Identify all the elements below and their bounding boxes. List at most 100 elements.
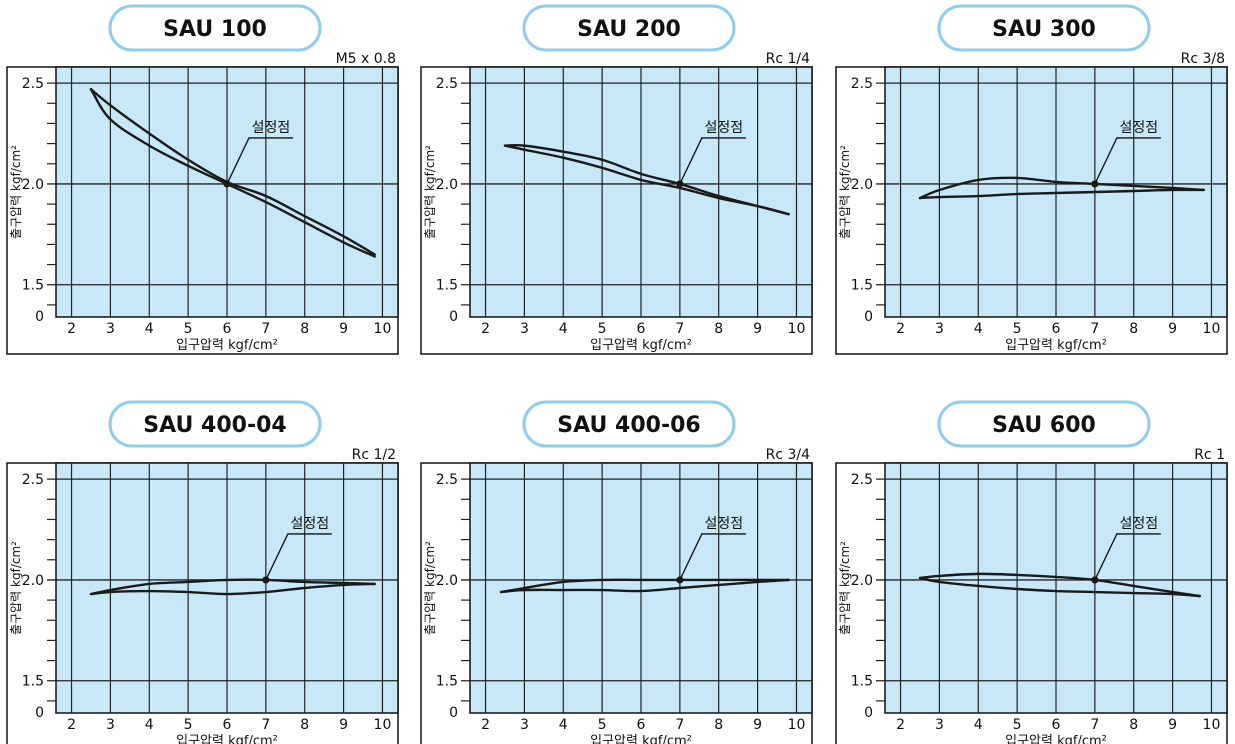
- x-tick-label: 6: [637, 321, 646, 337]
- set-point-leader: [679, 137, 746, 185]
- chart-panel: SAU 400-04 Rc 1/2 2 3 4 5 6 7 8 9 10 1.5 2.0 2.5 0 입구압력…: [6, 400, 399, 744]
- title-pill: [522, 400, 736, 448]
- x-tick-label: 10: [788, 717, 806, 733]
- set-point-marker: [262, 576, 270, 584]
- x-tick-label: 3: [520, 717, 529, 733]
- chart-title: SAU 400-06: [557, 413, 700, 438]
- x-tick-label: 8: [714, 717, 723, 733]
- set-point-label: 설정점: [291, 516, 330, 532]
- y-tick-label: 2.5: [22, 472, 44, 488]
- set-point-leader: [1094, 137, 1161, 185]
- x-tick-label: 6: [223, 717, 232, 733]
- chart-title: SAU 400-04: [143, 413, 286, 438]
- x-tick-label: 4: [974, 717, 983, 733]
- x-tick-label: 3: [106, 321, 115, 337]
- y-tick-label: 2.0: [851, 177, 873, 193]
- x-tick-label: 2: [67, 717, 76, 733]
- y-axis-label: 출구압력 kgf/cm²: [423, 541, 437, 635]
- y-tick-label: 1.5: [22, 674, 44, 690]
- chart-title: SAU 300: [992, 17, 1096, 42]
- y-tick-label: 1.5: [436, 674, 458, 690]
- x-tick-label: 7: [261, 321, 270, 337]
- x-tick-label: 9: [753, 321, 762, 337]
- chart-title: SAU 600: [992, 413, 1096, 438]
- x-tick-label: 3: [935, 321, 944, 337]
- x-tick-label: 10: [1203, 717, 1221, 733]
- y-zero-label: 0: [35, 309, 44, 325]
- x-tick-label: 6: [637, 717, 646, 733]
- y-zero-label: 0: [35, 705, 44, 721]
- y-tick-label: 2.5: [22, 76, 44, 92]
- port-size-label: Rc 3/8: [1181, 51, 1225, 67]
- chart-title: SAU 100: [163, 17, 267, 42]
- y-axis-label: 출구압력 kgf/cm²: [9, 541, 23, 635]
- y-tick-label: 2.5: [851, 76, 873, 92]
- y-tick-label: 2.0: [436, 573, 458, 589]
- series-line: [499, 578, 790, 594]
- y-tick-label: 1.5: [436, 278, 458, 294]
- x-tick-label: 8: [714, 321, 723, 337]
- y-tick-label: 2.0: [436, 177, 458, 193]
- y-tick-label: 1.5: [22, 278, 44, 294]
- x-tick-label: 2: [896, 321, 905, 337]
- x-axis-label: 입구압력 kgf/cm²: [1005, 338, 1107, 353]
- port-size-label: Rc 1: [1194, 447, 1225, 463]
- title-pill: [108, 4, 322, 52]
- x-tick-label: 7: [1090, 717, 1099, 733]
- chart-title: SAU 200: [577, 17, 681, 42]
- y-tick-label: 2.0: [851, 573, 873, 589]
- x-tick-label: 2: [67, 321, 76, 337]
- x-tick-label: 7: [675, 321, 684, 337]
- x-tick-label: 7: [261, 717, 270, 733]
- x-tick-label: 3: [520, 321, 529, 337]
- x-tick-label: 10: [788, 321, 806, 337]
- y-tick-label: 2.5: [851, 472, 873, 488]
- series-line: [89, 582, 376, 596]
- x-tick-label: 6: [1052, 321, 1061, 337]
- port-size-label: M5 x 0.8: [336, 51, 396, 67]
- series-line: [499, 578, 790, 594]
- set-point-leader: [1094, 533, 1161, 581]
- x-axis-label: 입구압력 kgf/cm²: [176, 734, 278, 744]
- set-point-leader: [226, 137, 293, 185]
- series-line: [89, 578, 376, 596]
- y-zero-label: 0: [864, 309, 873, 325]
- title-pill: [937, 400, 1151, 448]
- x-tick-label: 4: [145, 717, 154, 733]
- x-axis-label: 입구압력 kgf/cm²: [1005, 734, 1107, 744]
- x-axis-label: 입구압력 kgf/cm²: [590, 338, 692, 353]
- x-tick-label: 10: [374, 321, 392, 337]
- set-point-label: 설정점: [1120, 516, 1159, 532]
- x-tick-label: 9: [753, 717, 762, 733]
- y-zero-label: 0: [449, 705, 458, 721]
- y-tick-label: 2.0: [22, 177, 44, 193]
- x-tick-label: 5: [598, 717, 607, 733]
- x-tick-label: 8: [300, 717, 309, 733]
- set-point-label: 설정점: [1120, 120, 1159, 136]
- x-tick-label: 8: [1129, 717, 1138, 733]
- title-pill: [937, 4, 1151, 52]
- series-line: [503, 144, 790, 216]
- x-tick-label: 9: [339, 321, 348, 337]
- x-axis-label: 입구압력 kgf/cm²: [590, 734, 692, 744]
- set-point-marker: [676, 576, 684, 584]
- title-pill: [522, 4, 736, 52]
- x-tick-label: 9: [339, 717, 348, 733]
- x-tick-label: 10: [374, 717, 392, 733]
- x-tick-label: 9: [1168, 717, 1177, 733]
- x-tick-label: 4: [559, 717, 568, 733]
- x-tick-label: 2: [896, 717, 905, 733]
- chart-panel: SAU 600 Rc 1 2 3 4 5 6 7 8 9 10 1.5 2.0 2.5 0 입구압력 kgf/…: [835, 400, 1228, 744]
- port-size-label: Rc 1/2: [352, 447, 396, 463]
- x-tick-label: 2: [481, 321, 490, 337]
- x-tick-label: 2: [481, 717, 490, 733]
- set-point-marker: [1091, 576, 1099, 584]
- x-tick-label: 5: [598, 321, 607, 337]
- chart-panel: SAU 200 Rc 1/4 2 3 4 5 6 7 8 9 10 1.5 2.0 2.5 0 입구압력 kg…: [420, 4, 813, 355]
- y-zero-label: 0: [449, 309, 458, 325]
- series-line: [918, 188, 1205, 200]
- y-tick-label: 1.5: [851, 278, 873, 294]
- set-point-leader: [679, 533, 746, 581]
- x-tick-label: 4: [145, 321, 154, 337]
